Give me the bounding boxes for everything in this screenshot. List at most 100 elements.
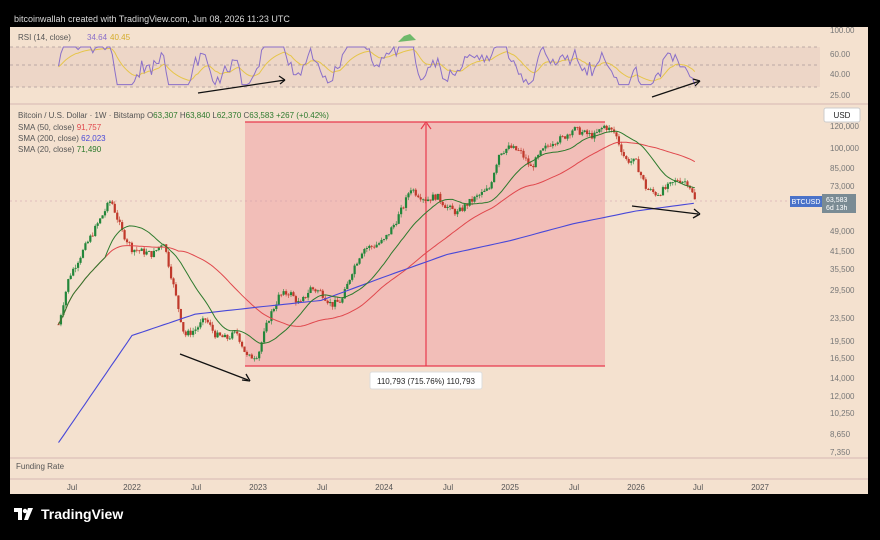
candle-body: [226, 334, 229, 339]
candle-body: [637, 159, 640, 173]
candle-body: [262, 331, 266, 343]
candle-body: [86, 241, 89, 244]
candle-body: [341, 298, 344, 303]
candle-body: [656, 195, 660, 196]
candle-body: [414, 189, 417, 196]
currency-button[interactable]: [823, 107, 861, 123]
candle-body: [669, 182, 672, 184]
tradingview-logo[interactable]: TradingView: [14, 506, 123, 522]
candle-body: [377, 243, 381, 245]
candle-body: [412, 189, 415, 191]
candle-body: [292, 292, 295, 297]
candle-body: [478, 194, 481, 196]
candle-body: [121, 222, 124, 231]
arrowhead-icon: [692, 208, 701, 219]
price-tick-label: 73,000: [830, 182, 855, 191]
candle-body: [353, 265, 356, 275]
candle-body: [666, 183, 669, 189]
measure-label-box: [369, 371, 483, 390]
candle-body: [309, 287, 312, 293]
candle-body: [681, 181, 684, 183]
candle-body: [634, 158, 638, 160]
price-axis: 120,000100,00085,00073,00061,00049,00041…: [830, 122, 859, 457]
rsi-tick: 60.00: [830, 50, 851, 59]
candle-body: [240, 341, 244, 347]
candle-body: [431, 194, 435, 201]
rsi-panel: RSI (14, close) 34.64 40.45 100.00 60.00…: [10, 26, 855, 100]
candle-body: [248, 354, 251, 356]
candle-body: [485, 188, 488, 191]
candle-body: [287, 294, 290, 296]
arrowhead-icon: [692, 78, 701, 87]
rsi-label: RSI (14, close): [18, 33, 71, 42]
candle-body: [265, 322, 268, 332]
price-tick-label: 8,650: [830, 430, 851, 439]
candle-body: [346, 283, 349, 290]
candle-body: [128, 242, 131, 244]
candle-body: [676, 180, 679, 182]
candle-body: [588, 133, 591, 135]
price-trend-arrow-right[interactable]: [631, 205, 699, 215]
price-tick-label: 41,500: [830, 247, 855, 256]
candle-body: [532, 166, 535, 168]
candle-body: [664, 187, 667, 189]
candle-body: [140, 248, 143, 251]
candle-body: [294, 296, 297, 303]
candle-body: [125, 239, 129, 243]
candle-body: [253, 358, 256, 360]
candle-body: [216, 332, 219, 338]
candle-body: [299, 301, 302, 302]
rsi-trend-arrow-left[interactable]: [197, 79, 286, 94]
candle-body: [64, 291, 67, 306]
candle-body: [424, 199, 427, 202]
candle-body: [272, 308, 275, 312]
rsi-trend-arrow-right[interactable]: [651, 80, 701, 98]
candle-body: [275, 304, 278, 309]
candle-body: [133, 249, 136, 253]
candle-body: [390, 227, 393, 235]
candle-body: [539, 150, 542, 156]
sma200-legend: SMA (200, close) 62,023: [18, 134, 106, 143]
candle-body: [691, 188, 694, 193]
candle-body: [326, 300, 329, 304]
candle-body: [561, 136, 564, 138]
candle-body: [620, 144, 623, 153]
candle-body: [515, 146, 518, 151]
price-tag-value: 63,583: [826, 197, 848, 204]
candle-body: [99, 218, 102, 224]
candle-body: [373, 246, 376, 248]
price-trend-arrow-left[interactable]: [179, 353, 249, 381]
candle-body: [671, 182, 674, 183]
price-tick-label: 12,000: [830, 392, 855, 401]
measure-range-box[interactable]: [245, 122, 605, 366]
candle-body: [385, 234, 388, 240]
candle-body: [201, 318, 204, 323]
sma20-line: [58, 130, 695, 345]
candle-body: [69, 275, 72, 280]
candle-body: [145, 251, 148, 255]
candle-body: [338, 301, 342, 303]
candle-body: [522, 150, 525, 158]
time-tick-label: 2027: [751, 483, 769, 492]
candle-body: [223, 334, 227, 338]
candle-body: [625, 156, 628, 159]
candle-body: [355, 263, 359, 266]
candle-body: [250, 354, 253, 359]
price-tick-label: 35,500: [830, 265, 855, 274]
candle-body: [174, 284, 178, 296]
candle-body: [282, 291, 285, 295]
candle-body: [101, 215, 104, 219]
candle-body: [576, 127, 579, 128]
rsi-value: 34.64: [87, 33, 108, 42]
funding-label: Funding Rate: [16, 462, 65, 471]
candle-body: [331, 301, 334, 307]
candle-body: [537, 155, 540, 158]
candle-body: [123, 230, 126, 240]
candle-body: [551, 143, 554, 147]
candle-body: [453, 209, 457, 215]
candle-body: [683, 181, 687, 183]
candle-body: [461, 207, 464, 211]
candle-body: [365, 248, 368, 249]
candle-body: [451, 205, 454, 210]
